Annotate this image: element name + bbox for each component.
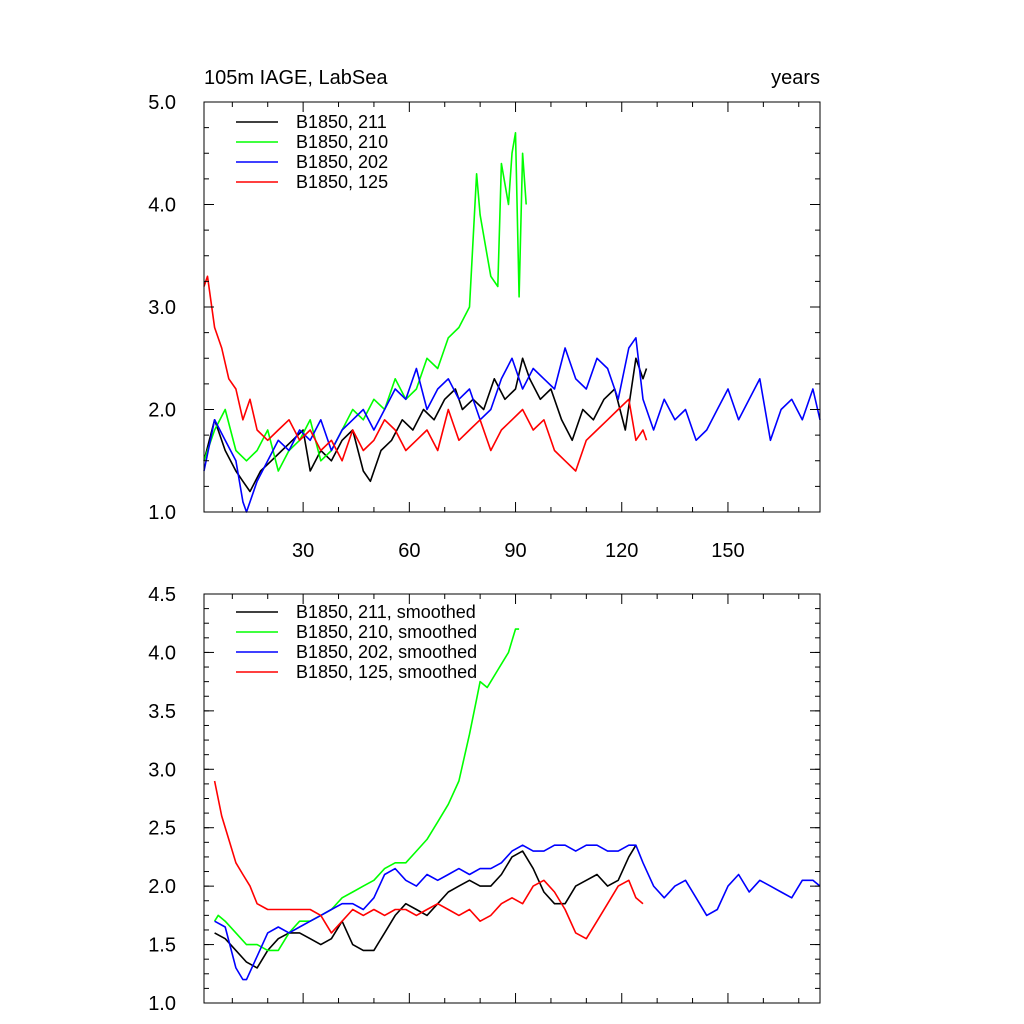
x-tick-label: 30 — [292, 540, 314, 562]
y-tick-label: 1.5 — [148, 935, 176, 957]
x-tick-label: 150 — [711, 540, 744, 562]
y-tick-label: 4.5 — [148, 584, 176, 606]
legend-label: B1850, 202, smoothed — [296, 642, 477, 662]
y-tick-label: 2.0 — [148, 400, 176, 422]
legend-label: B1850, 125 — [296, 172, 388, 192]
y-tick-label: 3.5 — [148, 701, 176, 723]
chart-right-title: years — [771, 67, 820, 89]
series-line-2 — [203, 132, 527, 472]
series-line-1 — [203, 357, 648, 493]
series-line-4 — [203, 275, 648, 472]
y-tick-label: 3.0 — [148, 759, 176, 781]
legend-label: B1850, 210 — [296, 132, 388, 152]
y-tick-label: 5.0 — [148, 92, 176, 114]
x-tick-label: 90 — [504, 540, 526, 562]
y-tick-label: 1.0 — [148, 502, 176, 524]
bottom-panel: 1.0 1.5 2.0 2.5 3.0 3.5 4.0 4.5 B1850, 211, smoo… — [148, 584, 821, 1015]
y-tick-label: 1.0 — [148, 993, 176, 1015]
legend-label: B1850, 211 — [296, 112, 387, 132]
y-tick-label: 2.0 — [148, 876, 176, 898]
legend-label: B1850, 125, smoothed — [296, 662, 477, 682]
series-line-3 — [214, 844, 821, 981]
y-tick-label: 4.0 — [148, 642, 176, 664]
legend-label: B1850, 210, smoothed — [296, 622, 477, 642]
y-tick-label: 3.0 — [148, 297, 176, 319]
series-line-3 — [203, 336, 821, 513]
y-tick-label: 2.5 — [148, 818, 176, 840]
series-line-2 — [213, 628, 520, 952]
y-tick-label: 4.0 — [148, 195, 176, 217]
x-tick-label: 120 — [605, 540, 638, 562]
legend-label: B1850, 202 — [296, 152, 388, 172]
chart-title: 105m IAGE, LabSea — [204, 67, 388, 89]
x-tick-label: 60 — [398, 540, 420, 562]
series-line-1 — [214, 844, 637, 969]
series-line-4 — [213, 780, 644, 940]
legend-label: B1850, 211, smoothed — [296, 602, 476, 622]
